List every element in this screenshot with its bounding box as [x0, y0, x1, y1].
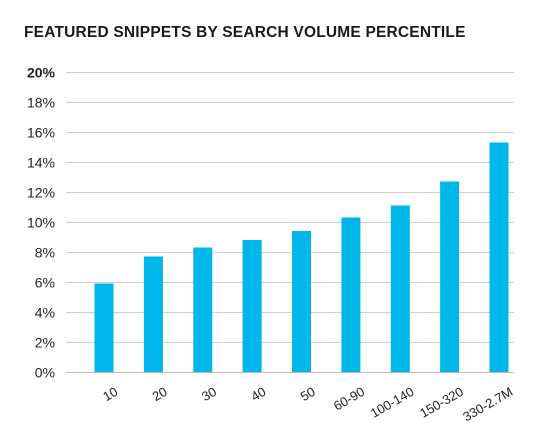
gridlines [66, 72, 514, 373]
y-tick-label: 2% [35, 335, 55, 351]
bar-40 [242, 240, 262, 372]
bar-60-90 [341, 217, 361, 372]
x-tick-label: 330-2.7M [460, 384, 515, 424]
y-tick-label: 0% [35, 365, 55, 381]
x-tick-label: 10 [100, 384, 120, 404]
y-tick-label: 6% [35, 275, 55, 291]
x-tick-label: 40 [248, 384, 268, 404]
y-tick-label: 14% [27, 155, 55, 171]
bar-30 [193, 247, 213, 372]
y-tick-label: 16% [27, 125, 55, 141]
y-tick-label: 8% [35, 245, 55, 261]
bar-50 [292, 231, 311, 372]
chart-title: FEATURED SNIPPETS BY SEARCH VOLUME PERCE… [24, 24, 466, 41]
x-tick-label: 30 [199, 384, 219, 404]
x-tick-label: 100-140 [368, 384, 417, 421]
y-axis-ticks: 0% 2% 4% 6% 8% 10% 12% 14% 16% 18% 20% [27, 65, 56, 381]
y-tick-label: 10% [27, 215, 55, 231]
y-tick-label: 4% [35, 305, 55, 321]
bar-330-2.7M [489, 142, 509, 372]
bar-10 [94, 283, 114, 372]
x-tick-label: 60-90 [331, 384, 367, 414]
x-tick-label: 20 [150, 384, 170, 404]
y-tick-label: 20% [27, 65, 56, 81]
y-tick-label: 18% [27, 95, 55, 111]
bar-20 [143, 256, 163, 372]
y-tick-label: 12% [27, 185, 55, 201]
x-tick-label: 150-320 [417, 384, 466, 421]
bar-100-140 [390, 205, 410, 372]
x-tick-label: 50 [298, 384, 318, 404]
bars [94, 142, 509, 372]
bar-150-320 [440, 181, 460, 372]
